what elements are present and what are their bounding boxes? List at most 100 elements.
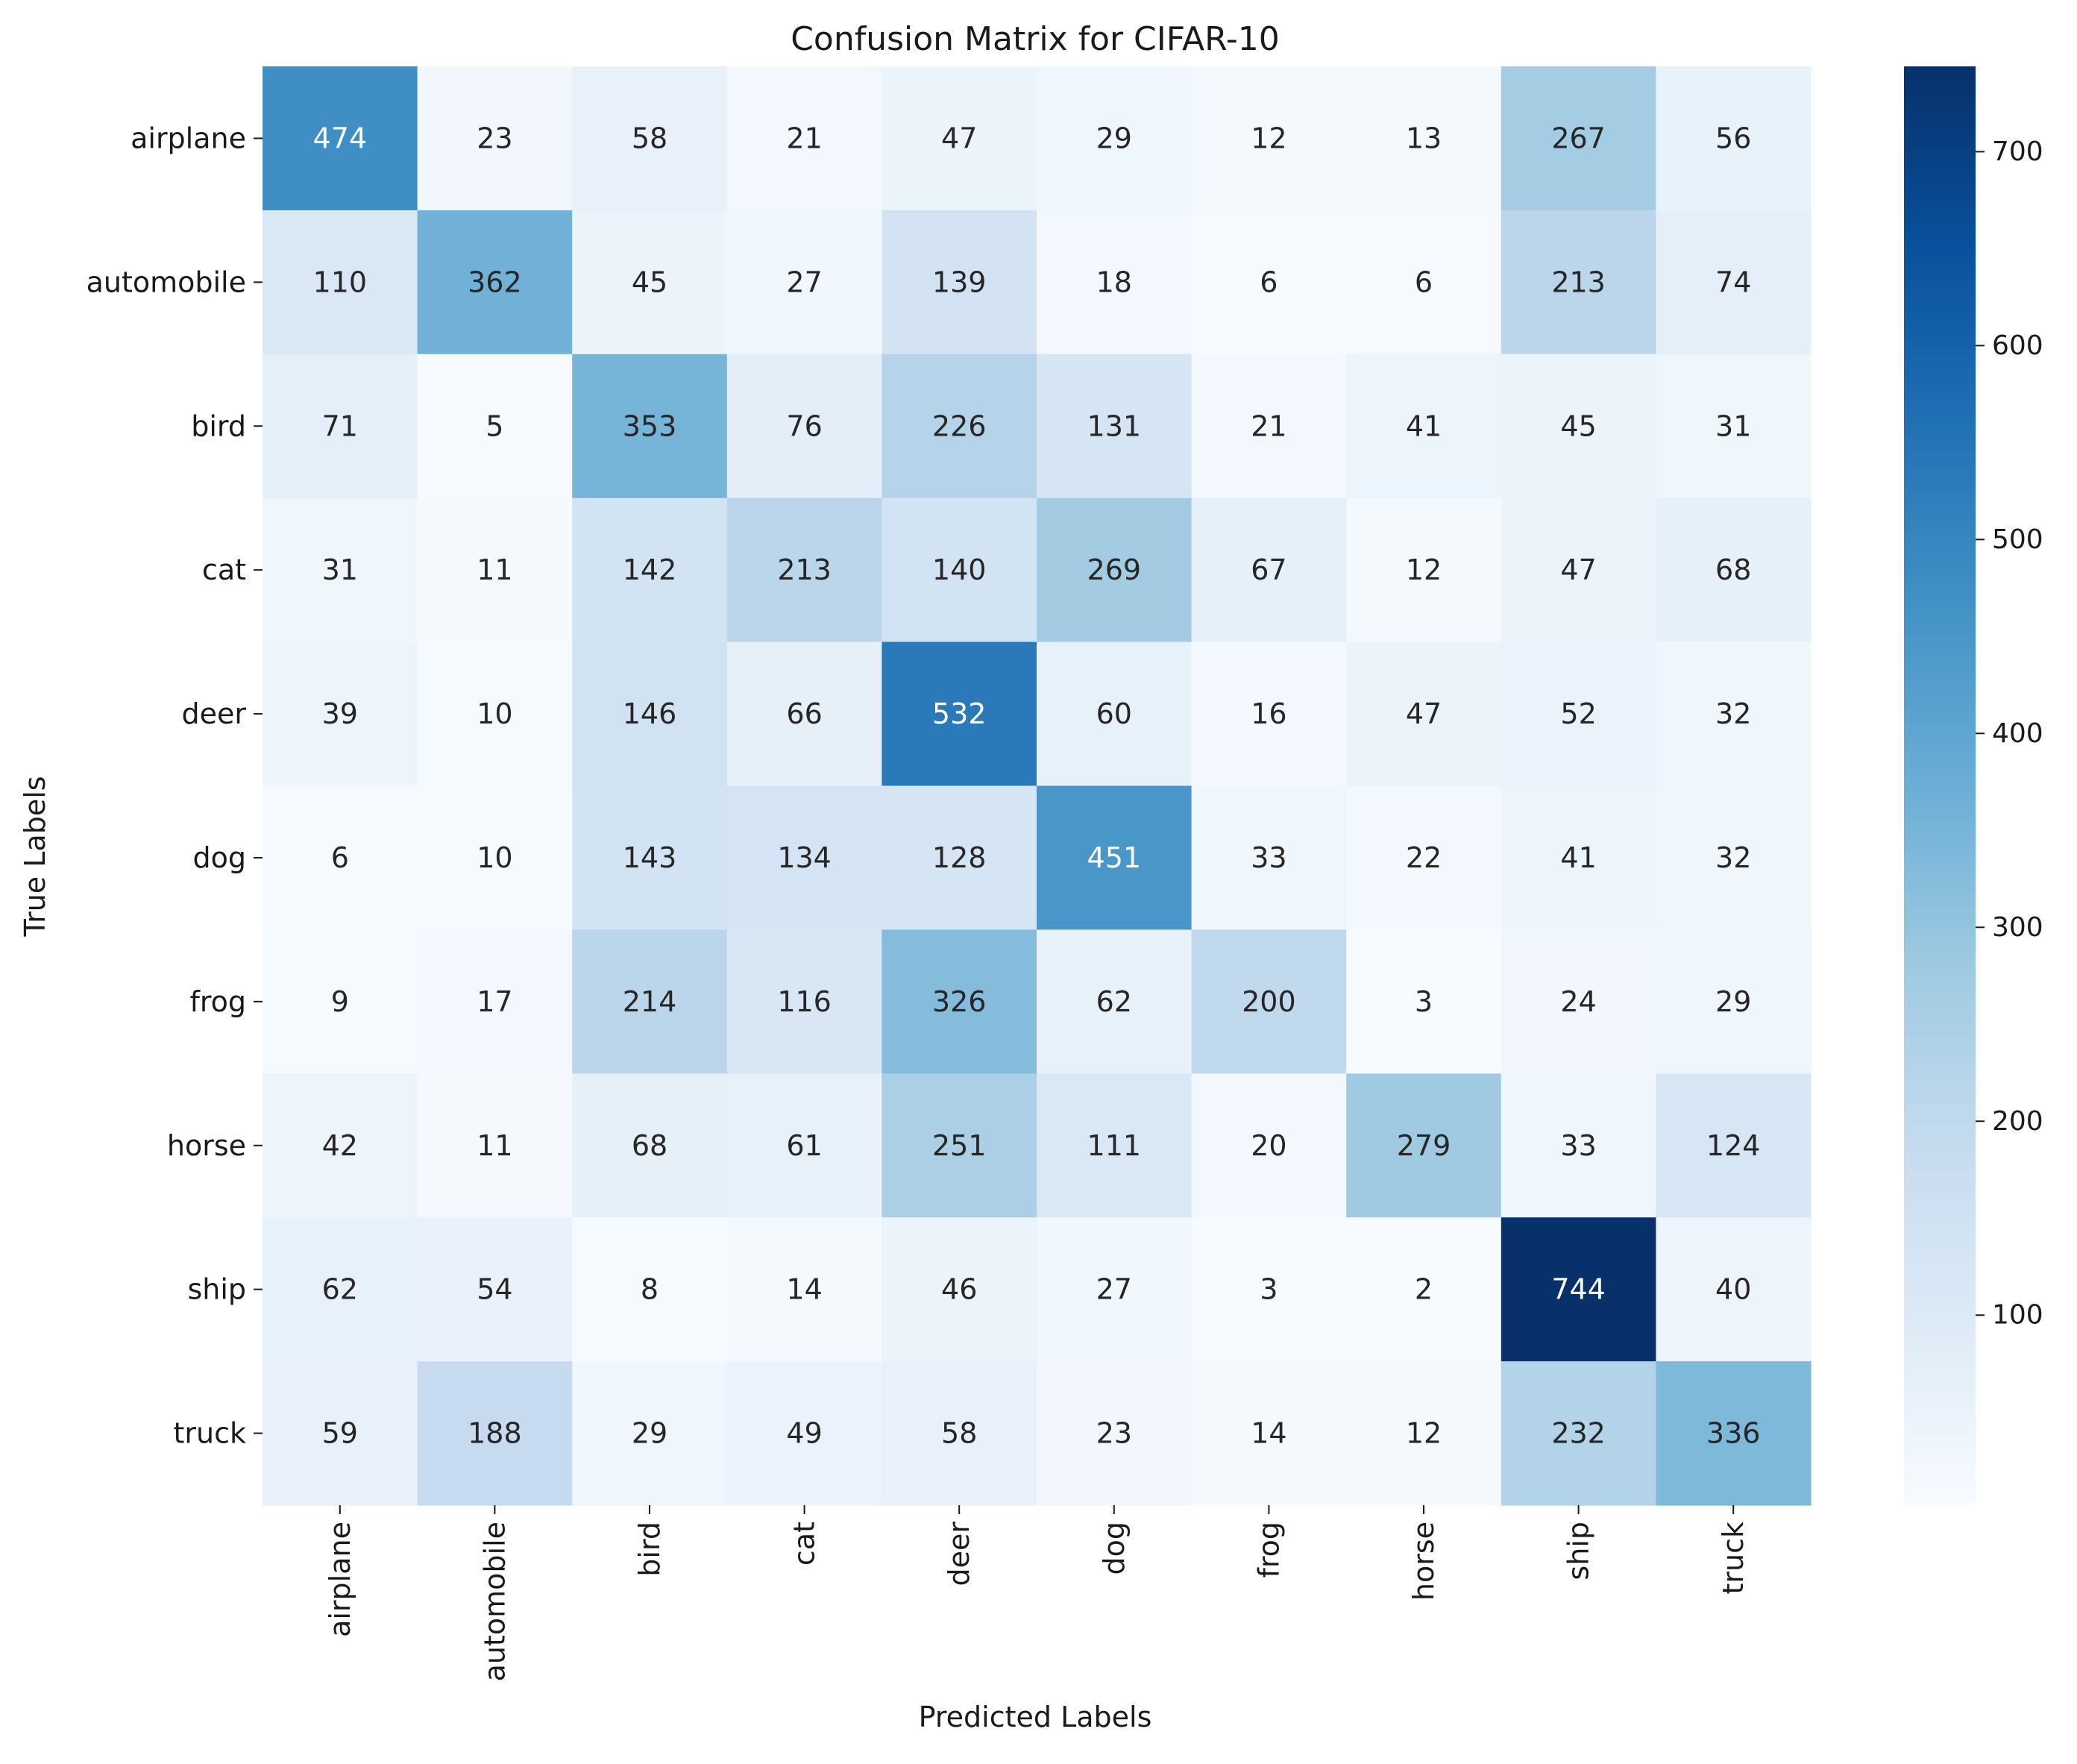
heatmap-cell-4-5 <box>1037 641 1193 787</box>
cell-value-label-9-1: 188 <box>468 1417 522 1450</box>
heatmap-cell-4-4 <box>882 641 1037 787</box>
y-tick-label-6: frog <box>189 985 246 1018</box>
cell-value-label-6-9: 29 <box>1715 985 1751 1018</box>
heatmap-cell-7-8 <box>1501 1073 1656 1218</box>
heatmap-cell-3-0 <box>263 498 418 643</box>
y-tick-label-1: automobile <box>87 266 246 298</box>
heatmap-cell-9-2 <box>572 1361 728 1506</box>
colorbar-tick-label-4: 500 <box>1992 524 2043 555</box>
cell-value-label-1-8: 213 <box>1551 266 1606 298</box>
y-tick-label-7: horse <box>167 1129 246 1162</box>
cell-value-label-3-5: 269 <box>1087 553 1142 586</box>
cell-value-label-9-0: 59 <box>322 1417 358 1450</box>
heatmap-cell-8-8 <box>1501 1217 1656 1362</box>
heatmap-cell-5-4 <box>882 785 1037 930</box>
cell-value-label-3-8: 47 <box>1560 553 1596 586</box>
heatmap-cell-2-4 <box>882 354 1037 499</box>
x-tick-label-1: automobile <box>478 1522 511 1681</box>
heatmap-cell-0-4 <box>882 66 1037 211</box>
cell-value-label-8-5: 27 <box>1096 1273 1132 1306</box>
heatmap-cell-1-5 <box>1037 210 1193 355</box>
heatmap-cell-5-8 <box>1501 785 1656 930</box>
heatmap-cell-2-5 <box>1037 354 1193 499</box>
heatmap-cell-1-3 <box>726 210 882 355</box>
colorbar-tick-label-3: 400 <box>1992 718 2043 749</box>
cell-value-label-6-8: 24 <box>1560 985 1596 1018</box>
heatmap-cell-4-0 <box>263 641 418 787</box>
cell-value-label-5-0: 6 <box>331 841 349 874</box>
cell-value-label-0-0: 474 <box>313 122 368 154</box>
colorbar-tick-label-6: 700 <box>1992 136 2043 167</box>
heatmap-cell-2-7 <box>1346 354 1502 499</box>
heatmap-cell-9-8 <box>1501 1361 1656 1506</box>
cell-value-label-8-8: 744 <box>1551 1273 1606 1306</box>
cell-value-label-3-7: 12 <box>1406 553 1442 586</box>
heatmap-cell-7-4 <box>882 1073 1037 1218</box>
x-tick-label-6: frog <box>1252 1522 1285 1578</box>
heatmap-cell-3-1 <box>417 498 573 643</box>
cell-value-label-0-4: 47 <box>941 122 977 154</box>
cell-value-label-7-0: 42 <box>322 1129 358 1162</box>
heatmap-cell-2-6 <box>1191 354 1347 499</box>
heatmap-cell-4-9 <box>1656 641 1812 787</box>
cell-value-label-4-0: 39 <box>322 697 358 730</box>
heatmap-cell-6-9 <box>1656 929 1812 1074</box>
heatmap-cell-7-9 <box>1656 1073 1812 1218</box>
x-tick-label-4: deer <box>943 1522 975 1586</box>
cell-value-label-8-7: 2 <box>1415 1273 1433 1306</box>
y-axis-label: True Labels <box>19 776 51 937</box>
cell-value-label-1-4: 139 <box>932 266 987 298</box>
cell-value-label-2-5: 131 <box>1087 409 1142 442</box>
heatmap-cell-7-2 <box>572 1073 728 1218</box>
y-tick-label-9: truck <box>173 1417 246 1450</box>
cell-value-label-0-3: 21 <box>786 122 822 154</box>
heatmap-cell-8-0 <box>263 1217 418 1362</box>
heatmap-cell-4-6 <box>1191 641 1347 787</box>
cell-value-label-8-4: 46 <box>941 1273 977 1306</box>
heatmap-cell-3-6 <box>1191 498 1347 643</box>
cell-value-label-0-8: 267 <box>1551 122 1606 154</box>
cell-value-label-4-4: 532 <box>932 697 987 730</box>
cell-value-label-8-9: 40 <box>1715 1273 1751 1306</box>
y-tick-labels: airplane automobile bird cat deer dog frog hors… <box>87 122 263 1450</box>
cell-value-label-3-3: 213 <box>777 553 832 586</box>
cell-value-label-7-8: 33 <box>1560 1129 1596 1162</box>
heatmap-cell-8-6 <box>1191 1217 1347 1362</box>
heatmap-cell-8-4 <box>882 1217 1037 1362</box>
cell-value-label-2-3: 76 <box>786 409 822 442</box>
heatmap-cell-8-1 <box>417 1217 573 1362</box>
cell-value-label-9-8: 232 <box>1551 1417 1606 1450</box>
heatmap-cell-1-8 <box>1501 210 1656 355</box>
cell-value-label-7-5: 111 <box>1087 1129 1142 1162</box>
heatmap-cell-0-1 <box>417 66 573 211</box>
cell-value-label-2-8: 45 <box>1560 409 1596 442</box>
cell-value-label-9-5: 23 <box>1096 1417 1132 1450</box>
cell-value-label-8-2: 8 <box>641 1273 659 1306</box>
heatmap-cell-9-9 <box>1656 1361 1812 1506</box>
cell-value-label-1-2: 45 <box>632 266 667 298</box>
heatmap-cell-7-1 <box>417 1073 573 1218</box>
colorbar-tick-label-1: 200 <box>1992 1106 2043 1137</box>
x-tick-labels: airplane automobile bird cat deer dog frog hors… <box>324 1505 1750 1681</box>
heatmap-cell-2-9 <box>1656 354 1812 499</box>
heatmap-cell-3-7 <box>1346 498 1502 643</box>
cell-value-label-7-3: 61 <box>786 1129 822 1162</box>
heatmap-cell-9-0 <box>263 1361 418 1506</box>
cell-value-label-6-3: 116 <box>777 985 832 1018</box>
cell-value-label-0-9: 56 <box>1715 122 1751 154</box>
cell-value-label-5-2: 143 <box>623 841 677 874</box>
cell-value-label-5-9: 32 <box>1715 841 1751 874</box>
heatmap-cell-4-2 <box>572 641 728 787</box>
cell-value-label-6-1: 17 <box>477 985 512 1018</box>
cell-value-label-5-4: 128 <box>932 841 987 874</box>
heatmap-cell-1-7 <box>1346 210 1502 355</box>
cell-value-label-7-7: 279 <box>1397 1129 1451 1162</box>
heatmap-cell-9-3 <box>726 1361 882 1506</box>
y-tick-label-8: ship <box>187 1273 246 1306</box>
heatmap-cell-6-0 <box>263 929 418 1074</box>
cell-value-label-0-7: 13 <box>1406 122 1442 154</box>
cell-value-label-9-7: 12 <box>1406 1417 1442 1450</box>
cell-value-label-5-8: 41 <box>1560 841 1596 874</box>
x-tick-label-0: airplane <box>324 1522 356 1637</box>
